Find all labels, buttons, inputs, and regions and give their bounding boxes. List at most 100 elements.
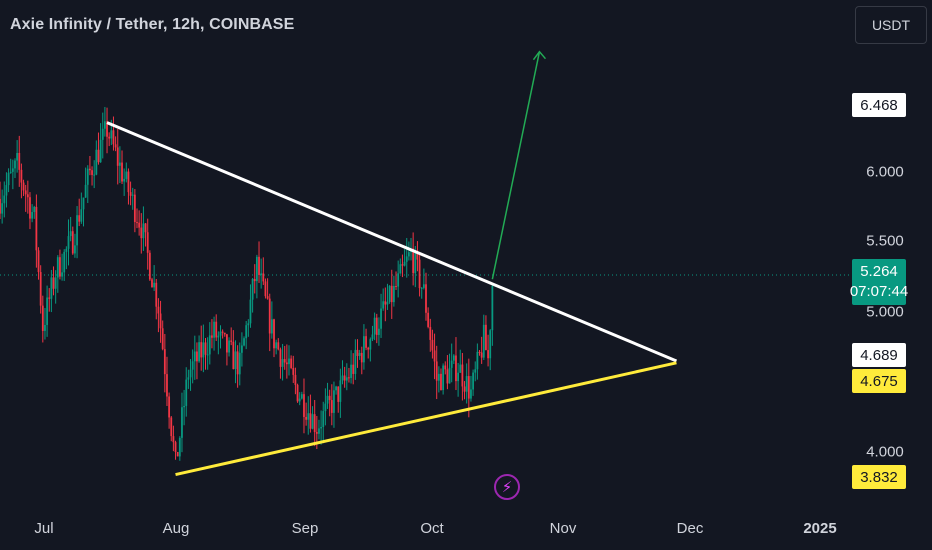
candle-body — [352, 364, 355, 374]
candle-body — [339, 380, 342, 402]
candle-body — [116, 147, 119, 166]
candle-body — [9, 171, 12, 173]
candle-body — [320, 426, 323, 429]
candle-body — [106, 121, 108, 137]
candle-body — [333, 390, 335, 413]
candle-body — [228, 340, 230, 353]
candle-body — [457, 372, 460, 382]
lower-trendline[interactable] — [175, 361, 677, 477]
candle-body — [146, 232, 149, 253]
candle-body — [335, 386, 337, 391]
candle-body — [444, 365, 447, 370]
candle-body — [11, 168, 14, 172]
candle-body — [174, 442, 177, 453]
candle-body — [236, 351, 239, 375]
candle-body — [131, 194, 134, 196]
candle-body — [322, 411, 325, 427]
candle-body — [399, 264, 402, 274]
candle-body — [307, 413, 310, 420]
candle-body — [283, 359, 286, 363]
candle-body — [97, 149, 100, 163]
candle-body — [44, 324, 46, 331]
candle-body — [33, 206, 36, 213]
candle-body — [41, 305, 44, 331]
time-tick-nov: Nov — [549, 520, 577, 537]
candle-body — [65, 248, 68, 252]
candle-body — [433, 350, 436, 362]
candle-body — [67, 236, 70, 249]
candle-body — [61, 272, 63, 277]
candle-body — [193, 351, 196, 362]
candle-body — [148, 252, 151, 280]
price-tick-5000: 5.000 — [866, 303, 904, 321]
candle-body — [56, 257, 59, 278]
candle-body — [213, 321, 215, 338]
candle-body — [390, 285, 393, 303]
candle-body — [450, 360, 453, 368]
price-tick-6000: 6.000 — [866, 163, 904, 181]
candle-body — [273, 319, 275, 349]
candle-body — [166, 374, 168, 397]
upper-trendline-price-tag: 4.689 — [852, 343, 906, 367]
candle-body — [26, 194, 29, 198]
candle-body — [103, 121, 106, 129]
candle-body — [382, 301, 385, 309]
candle-body — [108, 136, 111, 139]
candle-body — [262, 273, 265, 282]
candle-body — [52, 277, 55, 289]
candle-body — [202, 342, 205, 358]
candle-body — [277, 342, 280, 350]
candle-body — [480, 352, 483, 358]
candle-body — [384, 301, 387, 305]
candle-body — [446, 369, 449, 384]
price-tick-5500: 5.500 — [866, 232, 904, 250]
candle-body — [3, 195, 6, 204]
candle-body — [208, 335, 211, 355]
candle-body — [478, 351, 481, 353]
candle-body — [448, 367, 451, 384]
candle-body — [230, 340, 233, 342]
upper-trendline[interactable] — [106, 121, 678, 363]
candle-body — [151, 279, 153, 288]
candle-body — [294, 374, 297, 385]
candle-body — [375, 317, 378, 335]
candle-body — [268, 298, 271, 334]
candle-body — [435, 361, 438, 381]
candle-body — [176, 452, 179, 457]
candle-body — [76, 215, 78, 246]
candle-body — [420, 287, 423, 289]
candle-body — [345, 377, 348, 381]
candle-body — [300, 394, 303, 399]
candle-body — [215, 321, 218, 338]
candle-body — [183, 405, 186, 408]
time-tick-aug: Aug — [162, 520, 190, 537]
candle-body — [157, 306, 160, 314]
currency-button[interactable]: USDT — [855, 6, 927, 44]
candle-body — [392, 285, 395, 303]
candle-body — [0, 198, 1, 214]
candle-body — [470, 389, 472, 399]
candle-body — [467, 376, 470, 399]
candle-body — [185, 379, 188, 406]
candle-body — [74, 245, 76, 254]
candle-body — [363, 336, 365, 363]
candle-body — [337, 386, 340, 402]
candle-body — [155, 282, 158, 307]
candle-body — [356, 349, 359, 356]
candle-body — [50, 277, 53, 299]
candle-body — [80, 209, 83, 222]
candle-body — [298, 398, 301, 402]
candle-body — [378, 328, 380, 335]
candle-body — [418, 259, 421, 289]
candle-body — [69, 231, 72, 237]
candle-body — [440, 373, 442, 391]
candle-body — [129, 192, 132, 196]
projection-arrow-line[interactable] — [491, 51, 541, 280]
candle-body — [255, 256, 258, 282]
candle-body — [54, 277, 57, 289]
lightning-bolt-icon[interactable]: ⚡ — [494, 474, 520, 500]
candle-body — [249, 299, 252, 324]
candle-body — [187, 377, 190, 380]
projection-arrow-head — [532, 50, 547, 61]
